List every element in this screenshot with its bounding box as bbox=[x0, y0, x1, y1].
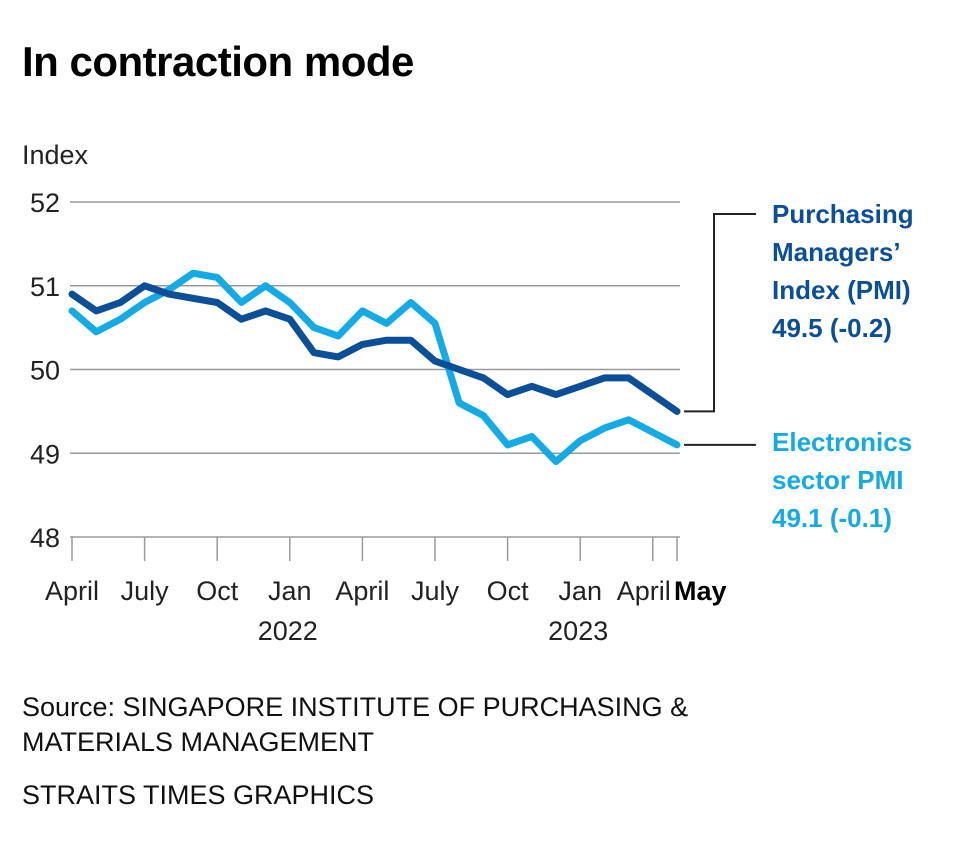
y-tick-label: 50 bbox=[30, 356, 60, 386]
y-tick-label: 49 bbox=[30, 439, 60, 469]
series-labels: Purchasing Managers’ Index (PMI) 49.5 (-0.2… bbox=[684, 199, 914, 533]
x-ticks: April July Oct Jan April July Oct Jan April May20… bbox=[45, 537, 727, 646]
x-tick-label: April bbox=[335, 576, 389, 606]
x-tick-label: July bbox=[411, 576, 460, 606]
series-label-pmi: 49.5 (-0.2) bbox=[772, 313, 892, 343]
y-tick-label: 52 bbox=[30, 188, 60, 218]
series-lines bbox=[68, 269, 681, 466]
x-tick-label: Oct bbox=[487, 576, 530, 606]
x-tick-label: July bbox=[121, 576, 170, 606]
pmi-label-connector bbox=[684, 213, 756, 413]
x-tick-label: Jan bbox=[558, 576, 602, 606]
x-tick-label: April bbox=[45, 576, 99, 606]
x-year-label: 2022 bbox=[258, 616, 318, 646]
y-tick-labels: 48 49 50 51 52 bbox=[30, 188, 60, 553]
line-chart: Index 48 49 50 51 52 April July Oct Jan April Jul… bbox=[22, 140, 914, 646]
y-tick-label: 48 bbox=[30, 523, 60, 553]
series-line-pmi bbox=[68, 282, 681, 415]
x-tick-label: Jan bbox=[268, 576, 312, 606]
gridlines bbox=[70, 201, 680, 538]
x-tick-label: May bbox=[674, 576, 727, 606]
chart-title: In contraction mode bbox=[22, 38, 414, 85]
series-label-electronics: 49.1 (-0.1) bbox=[772, 503, 892, 533]
y-axis-label: Index bbox=[22, 140, 89, 170]
series-label-electronics: Electronics bbox=[772, 427, 912, 457]
x-year-label: 2023 bbox=[548, 616, 608, 646]
x-tick-label: April bbox=[617, 576, 671, 606]
series-label-pmi: Index (PMI) bbox=[772, 275, 911, 305]
y-tick-label: 51 bbox=[30, 272, 60, 302]
series-label-electronics: sector PMI bbox=[772, 465, 904, 495]
series-label-pmi: Purchasing bbox=[772, 199, 914, 229]
source-note: Source: SINGAPORE INSTITUTE OF PURCHASIN… bbox=[22, 692, 689, 757]
series-line-electronics bbox=[68, 269, 681, 466]
x-tick-label: Oct bbox=[196, 576, 239, 606]
credit-note: STRAITS TIMES GRAPHICS bbox=[22, 780, 375, 810]
series-label-pmi: Managers’ bbox=[772, 237, 901, 267]
